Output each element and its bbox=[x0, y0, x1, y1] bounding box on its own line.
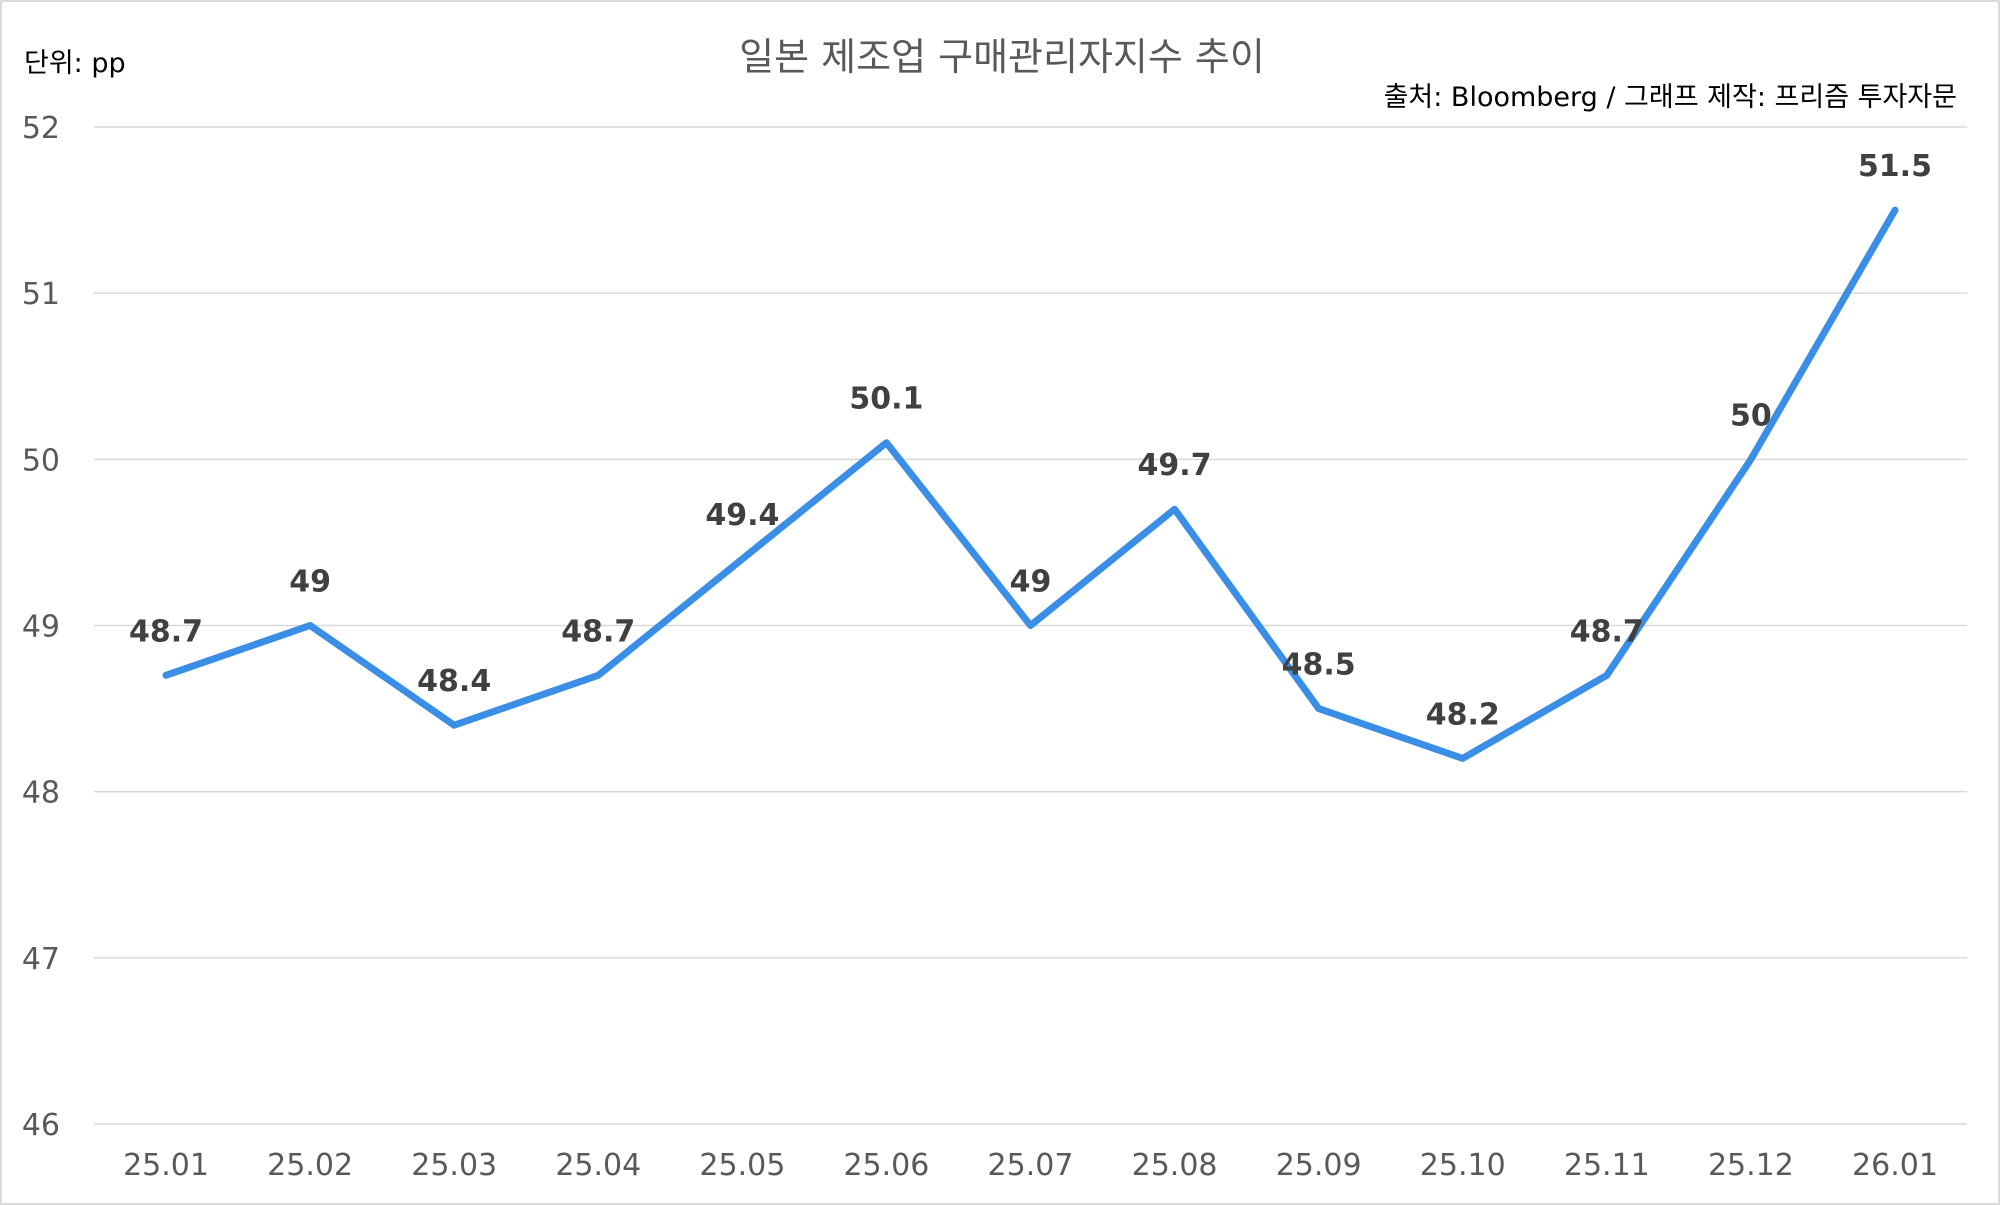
data-label: 48.2 bbox=[1426, 697, 1500, 732]
x-tick-label: 25.05 bbox=[699, 1148, 785, 1183]
x-tick-label: 25.04 bbox=[555, 1148, 641, 1183]
x-axis-ticks: 25.01 25.02 25.03 25.04 25.05 25.06 25.07 25.08… bbox=[123, 1148, 1938, 1183]
y-tick-label: 48 bbox=[22, 776, 60, 811]
x-tick-label: 25.02 bbox=[267, 1148, 353, 1183]
x-tick-label: 25.11 bbox=[1564, 1148, 1650, 1183]
x-tick-label: 26.01 bbox=[1852, 1148, 1938, 1183]
data-label: 49.7 bbox=[1138, 448, 1212, 483]
y-tick-label: 49 bbox=[22, 610, 60, 645]
data-labels: 48.7 49 48.4 48.7 49.4 50.1 49 49.7 48.5 48.2 48.7… bbox=[129, 149, 1932, 732]
chart-title: 일본 제조업 구매관리자지수 추이 bbox=[739, 35, 1265, 79]
data-label: 50 bbox=[1730, 398, 1772, 433]
data-label: 48.7 bbox=[561, 614, 635, 649]
y-tick-label: 51 bbox=[22, 277, 60, 312]
x-tick-label: 25.08 bbox=[1132, 1148, 1218, 1183]
x-tick-label: 25.07 bbox=[988, 1148, 1074, 1183]
data-label: 49 bbox=[1010, 565, 1052, 600]
x-tick-label: 25.12 bbox=[1708, 1148, 1794, 1183]
y-tick-label: 50 bbox=[22, 443, 60, 478]
unit-label: 단위: pp bbox=[24, 48, 126, 79]
x-tick-label: 25.01 bbox=[123, 1148, 209, 1183]
y-axis-ticks: 46 47 48 49 50 51 52 bbox=[22, 111, 60, 1143]
x-tick-label: 25.09 bbox=[1276, 1148, 1362, 1183]
series-layer bbox=[162, 206, 1899, 762]
data-label: 50.1 bbox=[849, 382, 923, 417]
y-tick-label: 46 bbox=[22, 1108, 60, 1143]
data-label: 48.5 bbox=[1282, 648, 1356, 683]
x-tick-label: 25.10 bbox=[1420, 1148, 1506, 1183]
source-label: 출처: Bloomberg / 그래프 제작: 프리즘 투자자문 bbox=[1384, 82, 1957, 113]
x-tick-label: 25.03 bbox=[411, 1148, 497, 1183]
data-label: 48.7 bbox=[129, 614, 203, 649]
data-label: 51.5 bbox=[1858, 149, 1932, 184]
y-tick-label: 52 bbox=[22, 111, 60, 146]
data-label: 49 bbox=[289, 565, 331, 600]
data-label: 48.4 bbox=[417, 664, 491, 699]
data-label: 49.4 bbox=[705, 498, 779, 533]
x-tick-label: 25.06 bbox=[843, 1148, 929, 1183]
y-tick-label: 47 bbox=[22, 942, 60, 977]
data-label: 48.7 bbox=[1570, 614, 1644, 649]
gridlines bbox=[94, 126, 1967, 1125]
